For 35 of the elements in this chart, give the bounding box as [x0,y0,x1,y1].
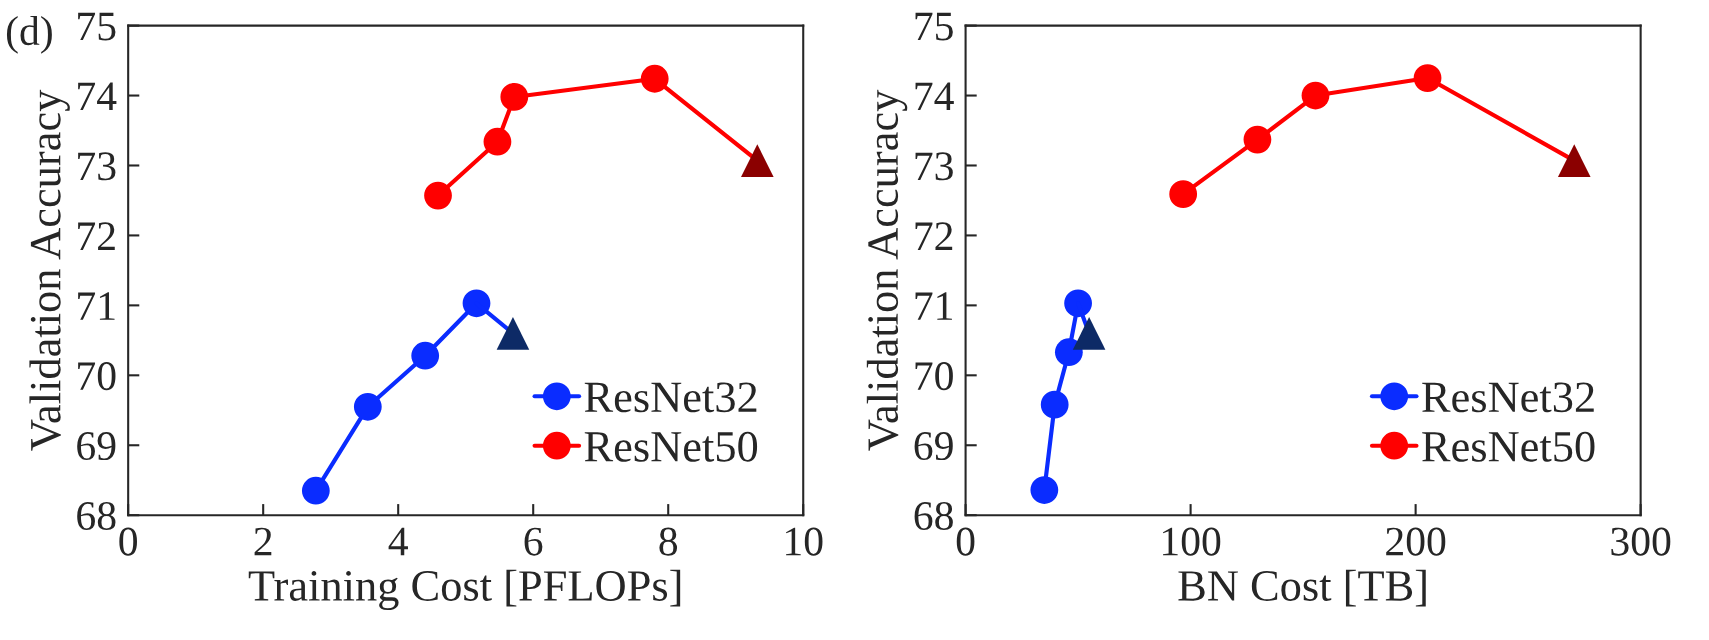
y-axis-title: Validation Accuracy [866,89,908,451]
x-tick-label: 8 [659,527,678,556]
x-tick-label: 2 [254,527,272,556]
y-tick-label: 71 [78,292,115,320]
y-tick-label: 75 [78,12,116,41]
legend-label: ResNet50 [584,431,758,462]
y-tick-label: 71 [915,292,952,320]
x-tick-label: 6 [524,527,543,556]
y-tick-label: 73 [78,152,116,181]
y-tick-label: 74 [78,82,117,110]
y-tick-label: 70 [915,362,953,391]
x-tick-label: 0 [119,527,137,556]
legend-label: ResNet32 [584,382,757,413]
y-tick-label: 72 [78,222,115,250]
x-tick-label: 200 [1386,527,1446,556]
y-tick-label: 74 [915,82,954,110]
y-tick-label: 70 [78,362,116,391]
y-tick-label: 69 [914,432,953,461]
x-tick-label: 300 [1611,527,1671,556]
y-tick-label: 72 [915,222,953,250]
y-tick-label: 73 [915,152,953,181]
x-axis-title: BN Cost [TB] [1178,569,1426,607]
x-tick-label: 100 [1163,527,1221,556]
legend-label: ResNet32 [1422,382,1594,413]
x-axis-title: Training Cost [PFLOPs] [248,569,681,611]
x-tick-label: 4 [388,527,408,556]
y-tick-label: 68 [77,501,116,531]
legend-label: ResNet50 [1422,431,1595,462]
y-tick-label: 75 [915,12,953,41]
y-tick-label: 69 [77,432,116,461]
y-tick-label: 68 [914,501,953,531]
x-tick-label: 10 [786,527,823,556]
x-tick-label: 0 [956,527,975,556]
text: (d) [6,15,52,54]
y-axis-title: Validation Accuracy [29,89,70,451]
